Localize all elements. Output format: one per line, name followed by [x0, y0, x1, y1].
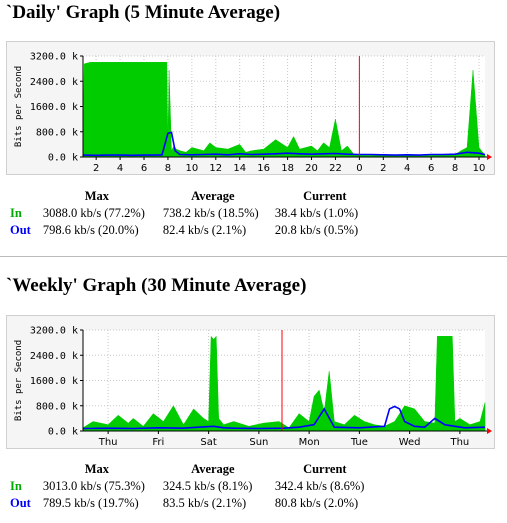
- daily-x-tick-label: 16: [257, 163, 270, 174]
- daily-x-tick-label: 10: [473, 163, 486, 174]
- weekly-y-tick-label: 2400.0 k: [30, 351, 78, 362]
- daily-in-current: 38.4 kb/s (1.0%): [274, 206, 359, 220]
- daily-current-header: Current: [303, 189, 347, 203]
- weekly-in-current: 342.4 kb/s (8.6%): [274, 479, 365, 493]
- daily-x-tick-label: 18: [281, 163, 294, 174]
- weekly-out-row: Out 789.5 kb/s (19.7%) 83.5 kb/s (2.1%) …: [4, 495, 381, 512]
- daily-in-average: 738.2 kb/s (18.5%): [162, 206, 259, 220]
- daily-in-label: In: [10, 206, 22, 220]
- weekly-average-header: Average: [191, 462, 235, 476]
- weekly-y-tick-label: 800.0 k: [36, 401, 78, 412]
- daily-series-out-line: [83, 131, 486, 157]
- weekly-in-max: 3013.0 kb/s (75.3%): [42, 479, 145, 493]
- daily-graph: 0.0 k 800.0 k 1600.0 k 2400.0 k 3200.0 k 2 4 6 8…: [6, 41, 495, 175]
- daily-in-row: In 3088.0 kb/s (77.2%) 738.2 kb/s (18.5%…: [4, 205, 381, 222]
- weekly-x-tick-label: Thu: [98, 437, 118, 448]
- daily-out-label: Out: [10, 223, 31, 237]
- daily-out-max: 798.6 kb/s (20.0%): [42, 223, 139, 237]
- daily-chart: 0.0 k 800.0 k 1600.0 k 2400.0 k 3200.0 k 2 4 6 8…: [14, 52, 492, 174]
- daily-x-tick-label: 10: [186, 163, 199, 174]
- weekly-x-axis-arrow: [487, 428, 492, 434]
- daily-y-tick-label: 0.0 k: [48, 153, 78, 164]
- daily-x-tick-label: 4: [117, 163, 123, 174]
- daily-y-tick-label: 800.0 k: [36, 127, 78, 138]
- daily-max-header: Max: [84, 189, 109, 203]
- weekly-out-label: Out: [10, 496, 31, 510]
- daily-stats-table: Max Average Current In 3088.0 kb/s (77.2…: [4, 188, 381, 239]
- daily-y-tick-label: 1600.0 k: [30, 102, 78, 113]
- weekly-x-tick-label: Mon: [299, 437, 320, 448]
- weekly-x-tick-label: Thu: [449, 437, 469, 448]
- weekly-series-out-line: [82, 405, 486, 430]
- weekly-x-tick-label: Wed: [399, 437, 421, 448]
- weekly-x-tick-label: Fri: [152, 437, 164, 448]
- daily-y-axis-label: Bits per Second: [14, 66, 24, 147]
- weekly-stats-table: Max Average Current In 3013.0 kb/s (75.3…: [4, 461, 381, 512]
- daily-x-tick-label: 14: [233, 163, 246, 174]
- daily-out-average: 82.4 kb/s (2.1%): [162, 223, 247, 237]
- daily-y-tick-label: 2400.0 k: [30, 77, 78, 88]
- weekly-in-row: In 3013.0 kb/s (75.3%) 324.5 kb/s (8.1%)…: [4, 478, 381, 495]
- daily-x-axis-arrow: [487, 154, 492, 160]
- daily-x-tick-label: 0: [356, 163, 362, 174]
- section-divider: [0, 256, 507, 257]
- weekly-max-header: Max: [84, 462, 109, 476]
- daily-out-current: 20.8 kb/s (0.5%): [274, 223, 359, 237]
- daily-average-header: Average: [191, 189, 235, 203]
- weekly-x-tick-label: Sun: [249, 437, 268, 448]
- daily-series-in-area: [82, 62, 486, 158]
- daily-y-tick-label: 3200.0 k: [30, 52, 78, 63]
- weekly-in-label: In: [10, 479, 22, 493]
- daily-x-tick-label: 8: [165, 163, 171, 174]
- weekly-current-header: Current: [303, 462, 347, 476]
- weekly-y-axis-label: Bits per Second: [14, 340, 24, 421]
- daily-in-max: 3088.0 kb/s (77.2%): [42, 206, 145, 220]
- daily-x-tick-label: 4: [404, 163, 410, 174]
- daily-x-tick-label: 20: [305, 163, 318, 174]
- daily-x-tick-label: 2: [380, 163, 386, 174]
- weekly-graph-title: `Weekly' Graph (30 Minute Average): [6, 275, 307, 296]
- weekly-chart: 0.0 k 800.0 k 1600.0 k 2400.0 k 3200.0 k Thu F…: [14, 326, 492, 448]
- weekly-in-average: 324.5 kb/s (8.1%): [162, 479, 253, 493]
- weekly-graph: 0.0 k 800.0 k 1600.0 k 2400.0 k 3200.0 k Thu F…: [6, 315, 495, 449]
- weekly-out-current: 80.8 kb/s (2.0%): [274, 496, 359, 510]
- weekly-y-tick-label: 3200.0 k: [30, 326, 78, 337]
- weekly-out-average: 83.5 kb/s (2.1%): [162, 496, 247, 510]
- daily-graph-title: `Daily' Graph (5 Minute Average): [6, 2, 281, 23]
- weekly-out-max: 789.5 kb/s (19.7%): [42, 496, 139, 510]
- weekly-y-tick-label: 0.0 k: [48, 427, 78, 438]
- daily-x-tick-label: 2: [93, 163, 99, 174]
- daily-x-tick-label: 22: [329, 163, 342, 174]
- daily-x-tick-label: 6: [428, 163, 434, 174]
- daily-out-row: Out 798.6 kb/s (20.0%) 82.4 kb/s (2.1%) …: [4, 222, 381, 239]
- weekly-x-tick-label: Sat: [200, 437, 216, 448]
- daily-x-tick-label: 12: [209, 163, 222, 174]
- daily-x-tick-label: 6: [141, 163, 147, 174]
- daily-x-tick-label: 8: [452, 163, 458, 174]
- weekly-y-tick-label: 1600.0 k: [30, 376, 78, 387]
- weekly-x-tick-label: Tue: [350, 437, 368, 448]
- weekly-series-in-area: [82, 335, 486, 432]
